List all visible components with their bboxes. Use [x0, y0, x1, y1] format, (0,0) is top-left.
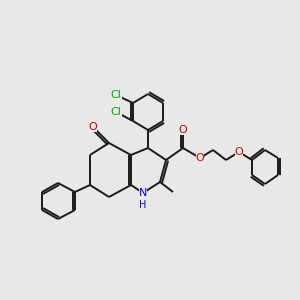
Text: O: O — [196, 153, 204, 163]
Text: N: N — [139, 188, 147, 198]
Text: O: O — [235, 147, 243, 157]
Text: O: O — [178, 125, 188, 135]
Text: Cl: Cl — [111, 107, 122, 117]
Text: O: O — [88, 122, 98, 132]
Text: H: H — [139, 200, 147, 210]
Text: Cl: Cl — [111, 90, 122, 100]
